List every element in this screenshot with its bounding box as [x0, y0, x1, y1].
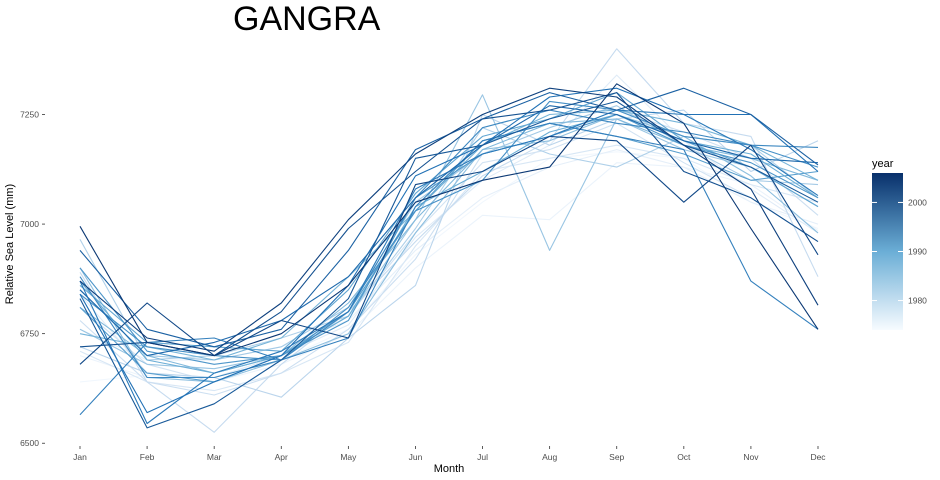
series-line-1999: [79, 105, 819, 357]
y-axis: 6500 6750 7000 7250: [20, 110, 45, 448]
x-tick-label: May: [340, 452, 357, 462]
y-tick-label: 7000: [20, 219, 39, 229]
series-line-1990: [79, 113, 819, 374]
series-line-1998: [79, 87, 819, 414]
legend-tick-label: 2000: [908, 197, 927, 207]
legend-tick-label: 1990: [908, 247, 927, 257]
series-line-1991: [79, 92, 819, 352]
series-line-1989: [79, 109, 819, 361]
legend-colorbar: [872, 173, 903, 330]
series-line-1994: [79, 100, 819, 361]
series-line-2001: [79, 100, 819, 429]
series-line-1980: [79, 122, 819, 383]
x-tick-label: Oct: [677, 452, 691, 462]
x-tick-label: Feb: [140, 452, 155, 462]
series-line-1996: [79, 122, 819, 416]
series-line-1993: [79, 113, 819, 365]
plot-lines: [79, 48, 819, 433]
x-axis: Jan Feb Mar Apr May Jun Jul Aug Sep Oct Nov Dec: [73, 446, 826, 462]
x-tick-label: Sep: [609, 452, 624, 462]
x-axis-label: Month: [434, 463, 465, 475]
series-line-1978: [79, 74, 819, 379]
series-line-1982: [79, 48, 819, 433]
series-line-1986: [79, 94, 819, 370]
x-tick-label: Dec: [810, 452, 826, 462]
legend-title: year: [872, 158, 894, 170]
x-tick-label: Jul: [477, 452, 488, 462]
series-line-2003: [79, 135, 819, 365]
y-tick-label: 6500: [20, 438, 39, 448]
series-line-1977: [79, 149, 819, 361]
series-line-1981: [79, 109, 819, 396]
x-tick-label: Mar: [207, 452, 222, 462]
series-line-1987: [79, 113, 819, 383]
series-line-1985: [79, 105, 819, 361]
y-axis-label: Relative Sea Level (mm): [4, 184, 16, 304]
x-tick-label: Nov: [743, 452, 759, 462]
y-tick-label: 7250: [20, 110, 39, 120]
x-tick-label: Jan: [73, 452, 87, 462]
legend-tick-label: 1980: [908, 296, 927, 306]
series-line-2005: [79, 83, 819, 357]
x-tick-label: Jun: [409, 452, 423, 462]
x-tick-label: Aug: [542, 452, 557, 462]
chart-title: GANGRA: [233, 0, 381, 38]
legend-ticks: 1980 1990 2000: [872, 197, 927, 306]
legend: year 1980 1990 2000: [872, 158, 927, 330]
series-line-1988: [79, 118, 819, 374]
y-tick-label: 6750: [20, 329, 39, 339]
series-line-1995: [79, 109, 819, 379]
series-line-2004: [79, 87, 819, 352]
x-tick-label: Apr: [275, 452, 288, 462]
